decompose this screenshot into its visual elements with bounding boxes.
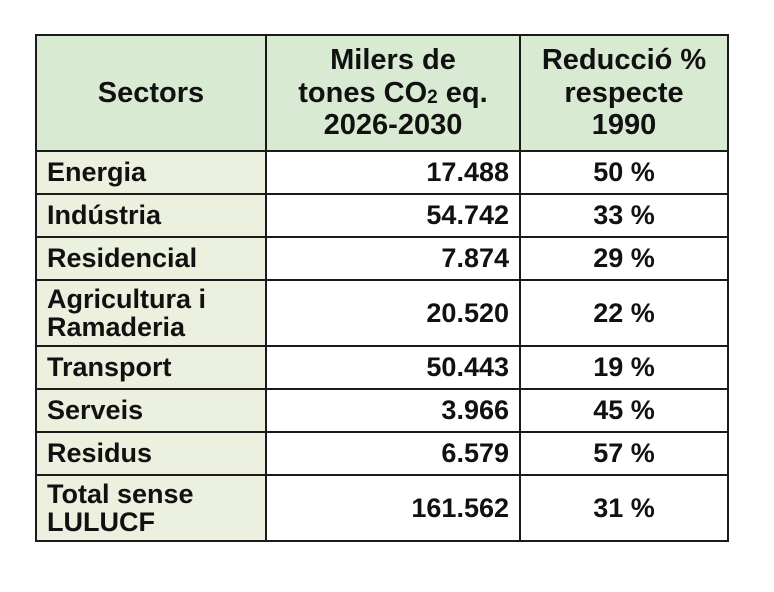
table-row: Residencial 7.874 29 % xyxy=(35,236,729,281)
emissions-value-cell: 50.443 xyxy=(265,345,521,390)
emissions-value-cell: 161.562 xyxy=(265,474,521,542)
sector-cell: Indústria xyxy=(35,193,267,238)
header-emissions-line2-post: eq. xyxy=(437,76,488,109)
reduction-cell: 45 % xyxy=(519,388,729,433)
header-row: Sectors Milers de tones CO2 eq. 2026-203… xyxy=(35,34,729,152)
header-sectors: Sectors xyxy=(35,34,267,152)
sector-line1: Total sense xyxy=(47,478,194,509)
reduction-cell: 22 % xyxy=(519,279,729,347)
table-row: Residus 6.579 57 % xyxy=(35,431,729,476)
sector-line1: Agricultura i xyxy=(47,283,207,314)
sector-line2: Ramaderia xyxy=(47,312,186,342)
table-row: Energia 17.488 50 % xyxy=(35,150,729,195)
header-reduction-line3: 1990 xyxy=(591,109,657,142)
sector-cell: Residencial xyxy=(35,236,267,281)
emissions-value-cell: 20.520 xyxy=(265,279,521,347)
emissions-table: Sectors Milers de tones CO2 eq. 2026-203… xyxy=(35,34,729,542)
sector-cell: Transport xyxy=(35,345,267,390)
header-emissions-line1: Milers de xyxy=(330,44,456,77)
emissions-value-cell: 6.579 xyxy=(265,431,521,476)
table-row: Serveis 3.966 45 % xyxy=(35,388,729,433)
reduction-cell: 50 % xyxy=(519,150,729,195)
header-emissions: Milers de tones CO2 eq. 2026-2030 xyxy=(265,34,521,152)
sector-cell: Agricultura i Ramaderia xyxy=(35,279,267,347)
reduction-cell: 57 % xyxy=(519,431,729,476)
header-reduction-line1: Reducció % xyxy=(541,44,707,77)
header-emissions-line2: tones CO2 eq. xyxy=(277,77,509,109)
table-row: Agricultura i Ramaderia 20.520 22 % xyxy=(35,279,729,347)
table-row-total: Total sense LULUCF 161.562 31 % xyxy=(35,474,729,542)
sector-line2: LULUCF xyxy=(47,507,155,537)
reduction-cell: 29 % xyxy=(519,236,729,281)
reduction-cell: 19 % xyxy=(519,345,729,390)
emissions-value-cell: 54.742 xyxy=(265,193,521,238)
reduction-cell: 31 % xyxy=(519,474,729,542)
header-emissions-line2-pre: tones CO xyxy=(298,76,428,109)
sector-cell: Residus xyxy=(35,431,267,476)
table-row: Indústria 54.742 33 % xyxy=(35,193,729,238)
header-reduction-line2: respecte xyxy=(564,76,684,109)
sector-cell: Total sense LULUCF xyxy=(35,474,267,542)
sector-cell: Energia xyxy=(35,150,267,195)
reduction-cell: 33 % xyxy=(519,193,729,238)
header-emissions-line3: 2026-2030 xyxy=(323,109,463,142)
emissions-value-cell: 3.966 xyxy=(265,388,521,433)
header-emissions-subscript: 2 xyxy=(427,86,438,108)
header-reduction: Reducció % respecte 1990 xyxy=(519,34,729,152)
sector-cell: Serveis xyxy=(35,388,267,433)
table-row: Transport 50.443 19 % xyxy=(35,345,729,390)
emissions-value-cell: 7.874 xyxy=(265,236,521,281)
header-sectors-label: Sectors xyxy=(97,76,205,109)
emissions-value-cell: 17.488 xyxy=(265,150,521,195)
